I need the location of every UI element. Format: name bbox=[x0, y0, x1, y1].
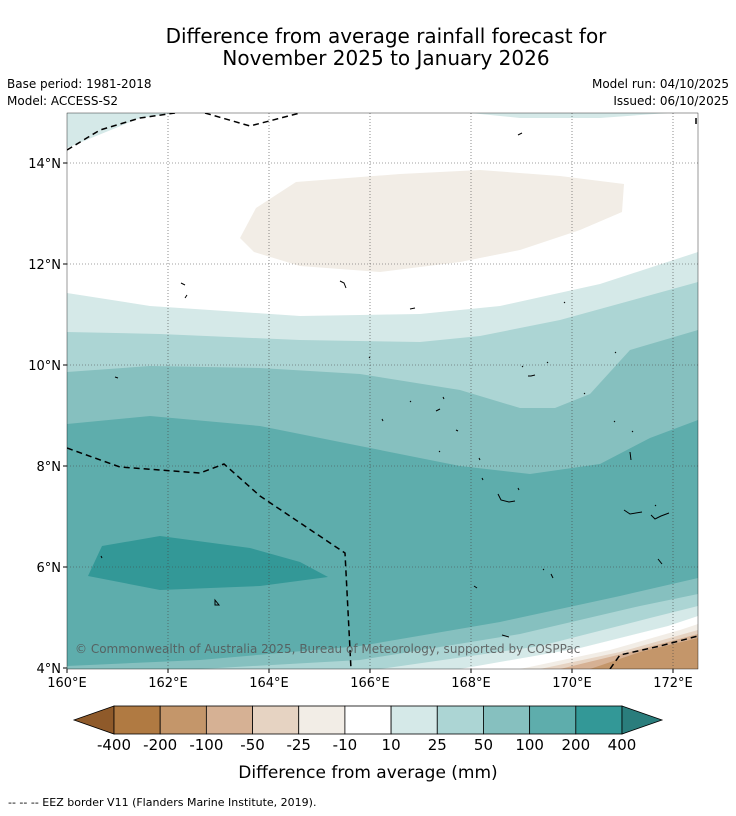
lon-label-172e: 172°E bbox=[653, 676, 693, 691]
colorbar-tick-label: 50 bbox=[474, 736, 493, 754]
contour-10-25-nw bbox=[67, 113, 175, 148]
lon-label-160e: 160°E bbox=[47, 676, 87, 691]
map-frame bbox=[66, 112, 699, 670]
lon-label-164e: 164°E bbox=[249, 676, 289, 691]
map-fill-area bbox=[67, 113, 698, 669]
gridlines bbox=[67, 113, 698, 669]
model-run: Model run: 04/10/2025 bbox=[591, 77, 729, 91]
colorbar-title: Difference from average (mm) bbox=[238, 763, 497, 783]
colorbar-bin bbox=[483, 705, 531, 735]
colorbar-bin bbox=[205, 705, 253, 735]
colorbar-bin bbox=[252, 705, 300, 735]
map-title-line1: Difference from average rainfall forecas… bbox=[165, 24, 607, 48]
lat-label-6n: 6°N bbox=[37, 561, 62, 576]
colorbar-tick-label: 10 bbox=[382, 736, 401, 754]
contour-10-25-ne bbox=[470, 113, 668, 118]
colorbar-tick-label: 100 bbox=[515, 736, 544, 754]
lon-label-170e: 170°E bbox=[552, 676, 592, 691]
eez-footer-note: -- -- -- EEZ border V11 (Flanders Marine… bbox=[8, 796, 317, 809]
colorbar-bin bbox=[298, 705, 346, 735]
map-title-line2: November 2025 to January 2026 bbox=[222, 46, 550, 70]
colorbar-tick-label: -400 bbox=[97, 736, 131, 754]
colorbar-bin bbox=[344, 705, 392, 735]
colorbar-extend-high bbox=[621, 705, 664, 735]
lat-label-12n: 12°N bbox=[28, 258, 61, 273]
colorbar-tick-label: 400 bbox=[608, 736, 637, 754]
colorbar-bin bbox=[529, 705, 577, 735]
colorbar-tick-label: 25 bbox=[428, 736, 447, 754]
eez-border bbox=[67, 113, 698, 669]
base-period: Base period: 1981-2018 bbox=[7, 77, 152, 91]
lon-label-162e: 162°E bbox=[148, 676, 188, 691]
islands bbox=[100, 132, 670, 638]
lat-label-4n: 4°N bbox=[37, 662, 62, 677]
copyright-notice: © Commonwealth of Australia 2025, Bureau… bbox=[75, 642, 580, 656]
model-name: Model: ACCESS-S2 bbox=[7, 94, 119, 108]
colorbar-tick-label: -25 bbox=[286, 736, 311, 754]
issued-date: Issued: 06/10/2025 bbox=[613, 94, 729, 108]
axis-ticks bbox=[63, 162, 674, 673]
lat-label-10n: 10°N bbox=[28, 359, 61, 374]
lon-label-168e: 168°E bbox=[451, 676, 491, 691]
contour-100-200 bbox=[67, 416, 698, 669]
colorbar-bin bbox=[436, 705, 484, 735]
colorbar-tick-label: 200 bbox=[561, 736, 590, 754]
colorbar-tick-label: -10 bbox=[333, 736, 358, 754]
contour-200-400 bbox=[88, 536, 328, 590]
colorbar-tick-labels: -400 -200 -100 -50 -25 -10 10 25 50 100 200 400 bbox=[97, 736, 636, 754]
colorbar-extend-low bbox=[72, 705, 115, 735]
colorbar-bin bbox=[390, 705, 438, 735]
colorbar-bin bbox=[159, 705, 207, 735]
colorbar-tick-label: -50 bbox=[240, 736, 265, 754]
colorbar-bin bbox=[575, 705, 623, 735]
lat-label-14n: 14°N bbox=[28, 157, 61, 172]
colorbar-tick-label: -100 bbox=[189, 736, 223, 754]
contour-neg25-neg10 bbox=[240, 170, 624, 272]
contour-south-neg100 bbox=[590, 638, 698, 669]
colorbar bbox=[72, 705, 664, 735]
lat-label-8n: 8°N bbox=[37, 460, 62, 475]
colorbar-tick-label: -200 bbox=[143, 736, 177, 754]
lon-label-166e: 166°E bbox=[350, 676, 390, 691]
colorbar-bin bbox=[113, 705, 161, 735]
